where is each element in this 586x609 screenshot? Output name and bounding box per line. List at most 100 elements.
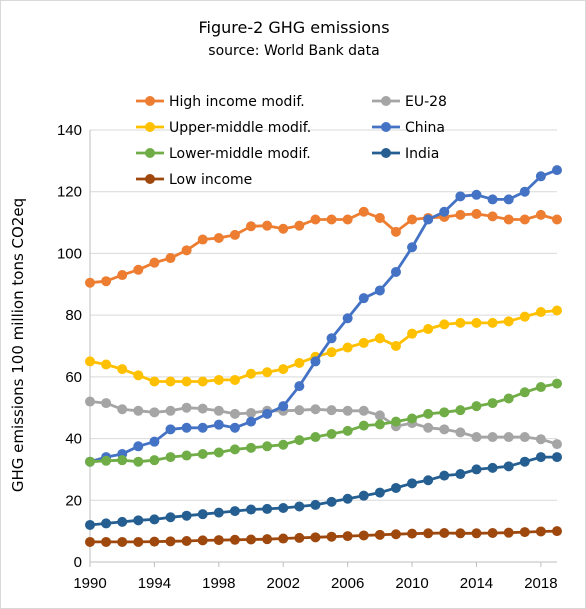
data-point (358, 405, 369, 416)
x-tick-label: 1998 (202, 575, 235, 592)
data-point (390, 266, 401, 277)
data-point (407, 328, 418, 339)
y-tick-label: 100 (57, 245, 82, 262)
legend-label: India (405, 146, 439, 162)
data-point (213, 507, 224, 518)
data-point (197, 509, 208, 520)
data-point (165, 536, 176, 547)
data-point (503, 461, 514, 472)
legend-label: China (405, 120, 445, 136)
x-tick-label: 2002 (267, 575, 300, 592)
data-point (439, 206, 450, 217)
y-tick-label: 40 (65, 431, 82, 448)
data-point (149, 455, 160, 466)
data-point (326, 405, 337, 416)
data-point (535, 434, 546, 445)
data-point (310, 532, 321, 543)
data-point (310, 404, 321, 415)
data-point (358, 337, 369, 348)
data-point (374, 333, 385, 344)
data-point (503, 432, 514, 443)
data-point (455, 317, 466, 328)
data-point (246, 534, 257, 545)
data-point (455, 427, 466, 438)
data-point (407, 214, 418, 225)
data-point (487, 462, 498, 473)
data-point (423, 214, 434, 225)
data-point (85, 277, 95, 288)
data-point (101, 518, 112, 529)
data-point (213, 233, 224, 243)
y-tick-label: 120 (57, 184, 82, 201)
data-point (439, 407, 450, 418)
data-point (519, 527, 530, 538)
data-point (278, 503, 289, 513)
data-point (85, 536, 95, 547)
series-line (89, 382, 558, 464)
data-point (262, 503, 273, 514)
data-point (342, 313, 353, 324)
data-point (439, 527, 450, 538)
data-point (342, 531, 353, 542)
data-point (310, 432, 321, 443)
data-point (181, 536, 192, 547)
data-point (101, 359, 112, 370)
data-point (229, 229, 240, 240)
data-point (535, 171, 546, 182)
data-point (326, 428, 337, 439)
legend-item: China (372, 120, 445, 136)
data-point (407, 413, 418, 424)
data-point (390, 482, 401, 493)
data-point (342, 425, 353, 436)
gridlines (90, 129, 557, 501)
data-point (455, 191, 466, 202)
data-point (374, 212, 385, 223)
data-point (262, 441, 273, 452)
series-1 (85, 396, 562, 450)
data-point (471, 464, 482, 475)
data-point (229, 534, 240, 545)
data-point (229, 374, 240, 385)
data-point (85, 396, 95, 407)
data-point (213, 405, 224, 416)
chart-title: Figure-2 GHG emissions (198, 18, 389, 37)
data-point (423, 324, 434, 335)
series-line (89, 455, 557, 527)
data-point (342, 214, 353, 225)
data-point (326, 333, 337, 344)
data-point (326, 531, 337, 542)
data-point (519, 214, 530, 225)
data-point (552, 439, 562, 450)
x-tick-label: 2014 (460, 575, 493, 592)
data-point (358, 490, 369, 501)
data-point (197, 403, 208, 414)
data-point (407, 528, 418, 539)
data-point (503, 316, 514, 327)
tick-labels: 0 20 40 60 80 100 120 140 1990 1994 1998 2002 2006 20… (57, 122, 558, 592)
x-tick-label: 1990 (73, 575, 106, 592)
data-point (552, 378, 562, 389)
data-point (390, 416, 401, 427)
series-5 (85, 452, 562, 530)
data-point (101, 536, 112, 547)
data-point (262, 408, 273, 419)
data-point (374, 529, 385, 540)
legend-item: Lower-middle modif. (136, 146, 311, 162)
data-point (423, 475, 434, 486)
data-point (149, 257, 160, 268)
data-point (181, 376, 192, 387)
data-point (326, 347, 337, 358)
data-point (278, 439, 289, 450)
data-point (117, 364, 128, 375)
legend-label: Lower-middle modif. (169, 146, 311, 162)
chart-subtitle: source: World Bank data (208, 43, 379, 59)
data-point (181, 245, 192, 256)
y-tick-label: 60 (65, 369, 82, 386)
legend-swatch-marker (145, 96, 155, 106)
data-point (407, 242, 418, 253)
data-point (455, 528, 466, 539)
data-point (294, 501, 305, 512)
data-point (197, 234, 208, 245)
data-point (358, 530, 369, 541)
